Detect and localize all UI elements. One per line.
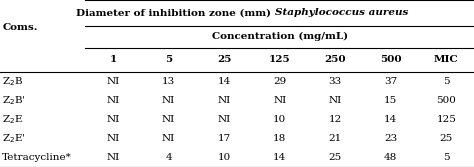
Text: Coms.: Coms. <box>2 23 38 32</box>
Text: 14: 14 <box>218 77 231 86</box>
Text: 29: 29 <box>273 77 286 86</box>
Text: 250: 250 <box>324 55 346 64</box>
Text: 17: 17 <box>218 134 231 143</box>
Text: 125: 125 <box>436 115 456 124</box>
Text: Concentration (mg/mL): Concentration (mg/mL) <box>211 32 348 41</box>
Text: 10: 10 <box>273 115 286 124</box>
Text: NI: NI <box>107 115 120 124</box>
Text: 500: 500 <box>380 55 401 64</box>
Text: 25: 25 <box>217 55 231 64</box>
Text: NI: NI <box>162 96 175 105</box>
Text: 5: 5 <box>165 55 172 64</box>
Text: Tetracycline*: Tetracycline* <box>2 153 72 162</box>
Text: 18: 18 <box>273 134 286 143</box>
Text: NI: NI <box>162 134 175 143</box>
Text: Z$_2$B': Z$_2$B' <box>2 94 26 107</box>
Text: NI: NI <box>107 134 120 143</box>
Text: 23: 23 <box>384 134 397 143</box>
Text: NI: NI <box>107 96 120 105</box>
Text: NI: NI <box>273 96 286 105</box>
Text: 25: 25 <box>439 134 453 143</box>
Text: 125: 125 <box>269 55 291 64</box>
Text: 5: 5 <box>443 153 449 162</box>
Text: 5: 5 <box>443 77 449 86</box>
Text: Z$_2$B: Z$_2$B <box>2 75 24 88</box>
Text: NI: NI <box>107 153 120 162</box>
Text: 21: 21 <box>328 134 342 143</box>
Text: Z$_2$E: Z$_2$E <box>2 113 23 126</box>
Text: 25: 25 <box>328 153 342 162</box>
Text: NI: NI <box>328 96 342 105</box>
Text: 14: 14 <box>273 153 286 162</box>
Text: Diameter of inhibition zone (mm): Diameter of inhibition zone (mm) <box>76 9 275 17</box>
Text: NI: NI <box>107 77 120 86</box>
Text: 500: 500 <box>436 96 456 105</box>
Text: 1: 1 <box>109 55 117 64</box>
Text: 4: 4 <box>165 153 172 162</box>
Text: 14: 14 <box>384 115 397 124</box>
Text: 33: 33 <box>328 77 342 86</box>
Text: NI: NI <box>162 115 175 124</box>
Text: MIC: MIC <box>434 55 458 64</box>
Text: 48: 48 <box>384 153 397 162</box>
Text: 13: 13 <box>162 77 175 86</box>
Text: Staphylococcus aureus: Staphylococcus aureus <box>275 9 408 17</box>
Text: 15: 15 <box>384 96 397 105</box>
Text: NI: NI <box>218 96 231 105</box>
Text: Z$_2$E': Z$_2$E' <box>2 132 26 145</box>
Text: 12: 12 <box>328 115 342 124</box>
Text: 10: 10 <box>218 153 231 162</box>
Text: NI: NI <box>218 115 231 124</box>
Text: 37: 37 <box>384 77 397 86</box>
